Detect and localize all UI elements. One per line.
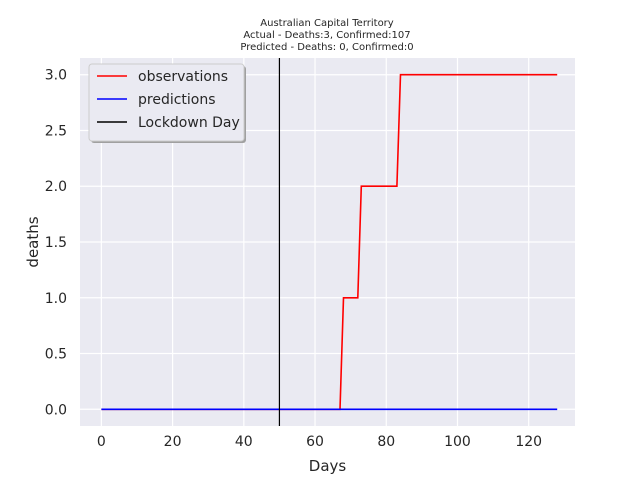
x-tick-label: 100 [444,434,471,450]
x-tick-label: 40 [235,434,253,450]
series-line-observations [101,73,558,411]
tick-labels: 0 20 40 60 80 100 120 0.0 0.5 1.0 1.5 2.0 2.5 3.0 [45,68,542,450]
title-line-1: Australian Capital Territory [260,18,394,29]
y-tick-label: 1.0 [45,291,67,307]
legend-label: Lockdown Day [138,115,240,131]
title-line-2: Actual - Deaths:3, Confirmed:107 [243,30,410,41]
x-tick-label: 80 [377,434,395,450]
y-tick-label: 0.5 [45,347,67,363]
y-tick-label: 1.5 [45,235,67,251]
chart-title: Australian Capital Territory Actual - De… [240,18,413,53]
series-layer [101,58,558,426]
x-axis-label: Days [309,457,347,475]
y-axis-label: deaths [24,216,42,267]
legend: observations predictions Lockdown Day [88,63,246,143]
x-tick-label: 0 [97,434,106,450]
x-tick-label: 60 [306,434,324,450]
legend-box [88,63,245,142]
y-tick-label: 2.0 [45,179,67,195]
x-tick-label: 20 [164,434,182,450]
x-tick-label: 120 [515,434,542,450]
y-tick-label: 3.0 [45,68,67,84]
legend-label: observations [138,69,228,85]
y-tick-label: 0.0 [45,402,67,418]
y-tick-label: 2.5 [45,123,67,139]
legend-label: predictions [138,92,216,108]
title-line-3: Predicted - Deaths: 0, Confirmed:0 [240,42,413,53]
